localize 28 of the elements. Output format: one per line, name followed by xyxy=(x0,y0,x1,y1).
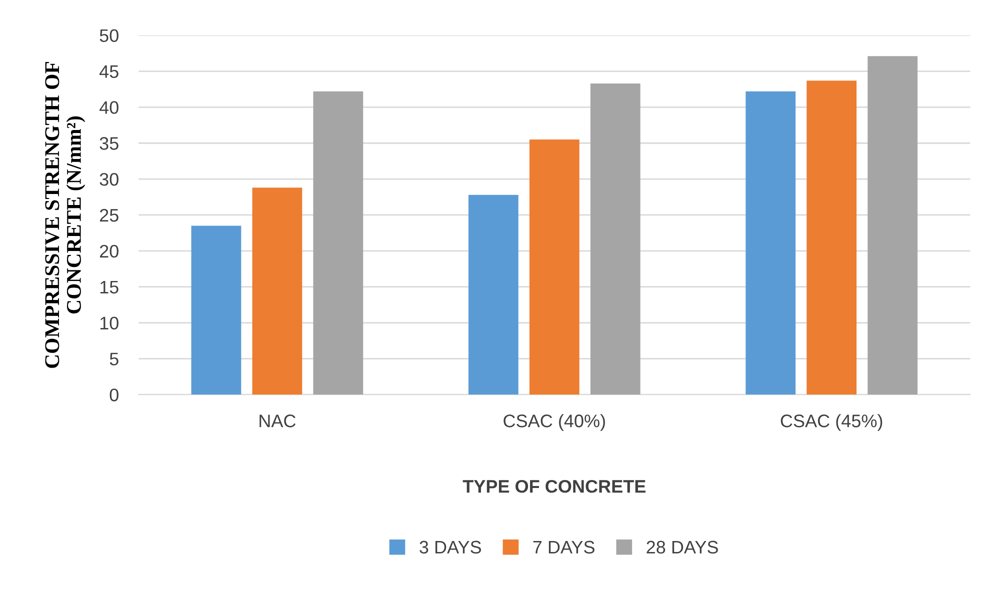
x-tick-label: CSAC (45%) xyxy=(780,414,882,431)
x-axis-title: TYPE OF CONCRETE xyxy=(462,480,646,493)
y-tick-label: 50 xyxy=(100,29,118,42)
x-tick-label: NAC xyxy=(260,414,296,428)
y-axis-title: COMPRESSIVE STRENGTH OF CONCRETE (N/mm²) xyxy=(45,62,86,368)
legend-label: 3 DAYS xyxy=(420,540,481,554)
bar xyxy=(468,194,518,395)
y-tick-label: 25 xyxy=(100,208,118,222)
bar xyxy=(529,140,580,395)
bar xyxy=(191,226,242,395)
y-tick-label: 40 xyxy=(99,101,118,114)
y-tick-label: 30 xyxy=(100,172,118,186)
bar xyxy=(252,188,302,395)
y-tick-label: 45 xyxy=(99,65,118,78)
y-tick-label: 10 xyxy=(100,316,118,330)
y-tick-label: 20 xyxy=(100,244,118,258)
y-tick-label: 35 xyxy=(100,137,118,150)
y-tick-label: 15 xyxy=(100,280,118,294)
bar xyxy=(313,91,364,395)
bar xyxy=(746,91,796,395)
legend-label: 7 DAYS xyxy=(533,540,594,554)
legend-label: 28 DAYS xyxy=(646,540,718,554)
x-tick-label: CSAC (40%) xyxy=(504,414,605,431)
y-tick-label: 5 xyxy=(110,352,118,366)
bar xyxy=(590,83,640,395)
bar xyxy=(868,56,918,395)
bar xyxy=(806,80,857,395)
y-tick-label: 0 xyxy=(110,388,118,402)
